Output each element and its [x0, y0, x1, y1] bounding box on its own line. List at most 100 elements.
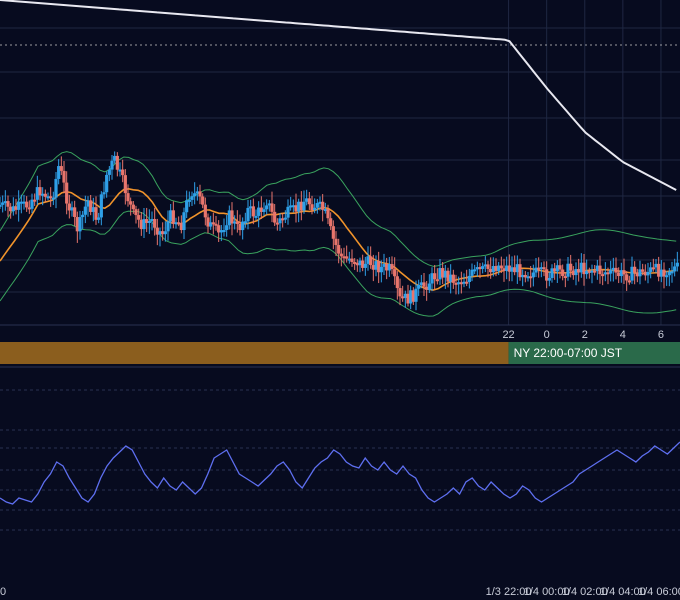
- candle-body: [107, 169, 111, 175]
- candle-body: [494, 266, 498, 271]
- session-ny-label: NY 22:00-07:00 JST: [514, 346, 623, 360]
- candle-body: [675, 262, 679, 267]
- oscillator-x-tick-label: 1/4 00:00: [524, 586, 570, 598]
- candle-body: [286, 206, 290, 218]
- candle-body: [425, 286, 429, 290]
- candle-body: [550, 268, 554, 278]
- candle-body: [217, 225, 221, 233]
- candle-body: [46, 196, 50, 199]
- candle-body: [86, 200, 90, 207]
- candle-body: [339, 253, 343, 257]
- candle-body: [329, 218, 333, 227]
- bollinger-lower-line: [0, 210, 677, 317]
- candle-body: [193, 193, 197, 197]
- candle-body: [641, 269, 645, 272]
- candle-body: [518, 264, 522, 278]
- candle-body: [361, 260, 365, 268]
- candle-body: [30, 199, 34, 209]
- candle-body: [491, 266, 495, 273]
- candle-body: [294, 205, 298, 212]
- candle-body: [390, 264, 394, 270]
- session-ny-block: [508, 342, 680, 364]
- candle-body: [555, 265, 559, 272]
- candle-body: [590, 270, 594, 273]
- candle-body: [313, 207, 317, 211]
- candle-body: [651, 267, 655, 270]
- candle-body: [62, 170, 66, 183]
- candle-body: [521, 274, 525, 278]
- candle-body: [369, 256, 373, 266]
- candle-body: [395, 276, 399, 289]
- candle-body: [545, 269, 549, 281]
- candle-body: [243, 221, 247, 224]
- candle-body: [222, 230, 226, 233]
- candle-body: [291, 205, 295, 208]
- candle-body: [307, 198, 311, 205]
- candle-body: [515, 264, 519, 273]
- price-x-tick-label: 6: [658, 329, 664, 341]
- candle-body: [17, 201, 21, 210]
- candle-body: [78, 217, 82, 232]
- candle-body: [281, 218, 285, 221]
- candle-body: [270, 203, 274, 212]
- candle-body: [435, 279, 439, 282]
- candle-body: [353, 262, 357, 265]
- candle-body: [182, 212, 186, 231]
- candle-body: [267, 203, 271, 206]
- oscillator-x-tick-label: 1/4 02:00: [562, 586, 608, 598]
- candle-body: [206, 217, 210, 227]
- candle-body: [566, 263, 570, 277]
- candle-body: [161, 231, 165, 235]
- candle-body: [179, 222, 183, 231]
- candle-body: [355, 262, 359, 266]
- candle-body: [262, 209, 266, 212]
- candle-body: [11, 206, 15, 212]
- candle-body: [398, 288, 402, 297]
- candle-body: [638, 269, 642, 277]
- candle-body: [318, 201, 322, 204]
- candle-body: [406, 293, 410, 304]
- candle-body: [246, 207, 250, 222]
- candle-body: [230, 210, 234, 224]
- candle-body: [577, 269, 581, 273]
- candle-body: [630, 266, 634, 281]
- candle-body: [121, 169, 125, 176]
- candle-body: [302, 201, 306, 211]
- candle-body: [523, 274, 527, 278]
- candle-body: [377, 261, 381, 273]
- candle-body: [9, 206, 13, 212]
- candle-body: [438, 268, 442, 280]
- candle-body: [334, 238, 338, 246]
- candles: [0, 151, 679, 311]
- candle-body: [502, 268, 506, 272]
- candle-body: [478, 267, 482, 270]
- candle-body: [233, 221, 237, 224]
- candle-body: [91, 207, 95, 212]
- candle-body: [422, 282, 426, 287]
- candle-body: [483, 264, 487, 267]
- candle-body: [569, 263, 573, 271]
- candle-body: [321, 201, 325, 210]
- candle-body: [283, 217, 287, 220]
- candle-body: [451, 274, 455, 283]
- candle-body: [465, 281, 469, 284]
- candle-body: [49, 196, 53, 199]
- candle-body: [70, 207, 74, 211]
- candle-body: [350, 258, 354, 263]
- candle-body: [113, 155, 117, 161]
- candle-body: [393, 269, 397, 277]
- candle-body: [19, 201, 23, 204]
- candle-body: [225, 225, 229, 231]
- price-x-axis: 22 0 2 4 6: [502, 329, 664, 341]
- candle-body: [659, 269, 663, 277]
- candle-body: [579, 262, 583, 273]
- candle-body: [571, 270, 575, 276]
- candle-body: [198, 191, 202, 197]
- candle-body: [574, 269, 578, 276]
- candle-body: [254, 215, 258, 218]
- candle-body: [163, 231, 167, 235]
- oscillator-x-tick-label: 1/4 04:00: [600, 586, 646, 598]
- candle-body: [499, 265, 503, 269]
- oscillator-x-tick-label: 1/4 06:00: [638, 586, 680, 598]
- oscillator-line: [0, 441, 680, 505]
